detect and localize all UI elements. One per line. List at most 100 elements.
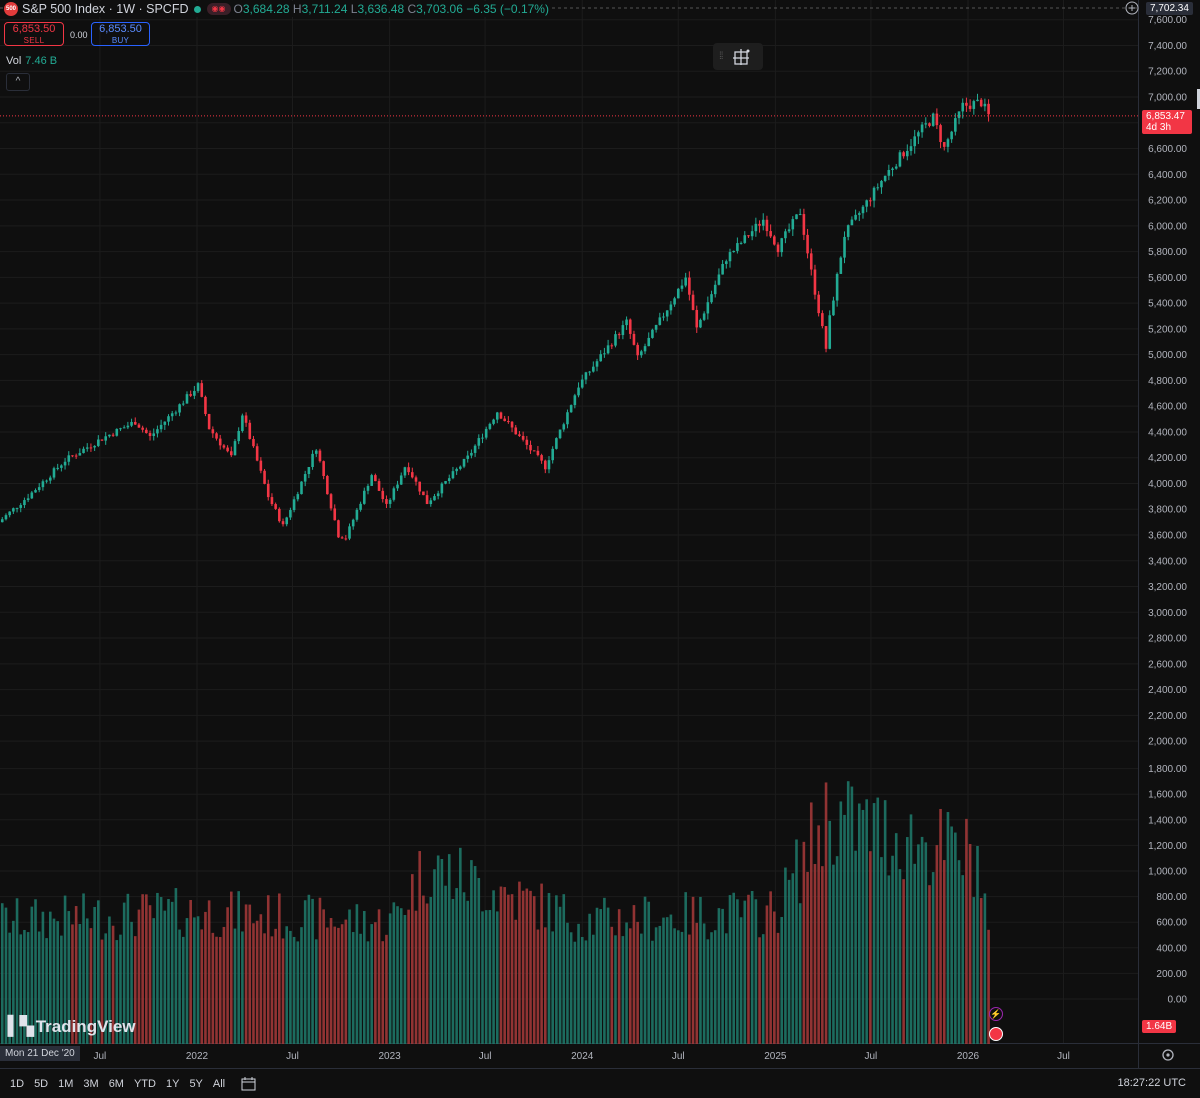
symbol-title[interactable]: S&P 500 Index · 1W · SPCFD xyxy=(22,2,189,16)
volume-bar xyxy=(333,926,337,1044)
candle-body xyxy=(100,439,104,441)
volume-bar xyxy=(292,936,296,1044)
candle-body xyxy=(19,505,23,508)
price-tick-label: 7,000.00 xyxy=(1148,93,1187,104)
gear-icon[interactable] xyxy=(1162,1049,1174,1061)
volume-tick-label: 1,000.00 xyxy=(1148,867,1187,878)
candle-body xyxy=(111,434,115,436)
volume-bar xyxy=(303,900,307,1044)
volume-bar xyxy=(577,923,580,1044)
volume-bar xyxy=(322,909,325,1044)
volume-bar xyxy=(414,910,418,1044)
volume-bar xyxy=(942,860,946,1044)
collapse-legend-button[interactable]: ^ xyxy=(6,73,30,91)
volume-bar xyxy=(894,833,898,1044)
candle-body xyxy=(651,329,654,338)
sell-button[interactable]: 6,853.50 SELL xyxy=(4,22,64,46)
volume-bar xyxy=(795,839,798,1044)
volume-bar xyxy=(181,936,185,1044)
price-tick-label: 4,800.00 xyxy=(1148,376,1187,387)
buy-button[interactable]: 6,853.50 BUY xyxy=(91,22,150,46)
volume-bar xyxy=(255,920,259,1044)
candle-body xyxy=(444,481,447,484)
volume-bar xyxy=(200,929,204,1044)
candle-body xyxy=(259,460,263,471)
add-alert-plus-icon[interactable] xyxy=(1125,1,1139,15)
candle-body xyxy=(765,219,769,232)
candle-body xyxy=(440,483,444,494)
candle-body xyxy=(270,497,274,505)
candle-body xyxy=(0,519,4,523)
volume-bar xyxy=(625,922,628,1044)
spread-value: 0.00 xyxy=(70,30,88,40)
volume-bar xyxy=(8,932,11,1044)
volume-bar xyxy=(15,898,19,1044)
candle-body xyxy=(954,118,957,132)
candle-body xyxy=(370,475,373,486)
volume-bar xyxy=(806,871,809,1044)
candle-body xyxy=(311,453,314,467)
volume-bar xyxy=(761,934,765,1044)
candle-body xyxy=(769,231,772,237)
us-flag-event-icon[interactable] xyxy=(989,1027,1003,1041)
volume-bar xyxy=(226,907,229,1044)
tradingview-mark-icon: ▍▚ xyxy=(8,1016,34,1036)
candle-body xyxy=(717,274,721,285)
crosshair-select-icon[interactable] xyxy=(732,48,751,66)
candle-body xyxy=(835,273,839,301)
range-button-6m[interactable]: 6M xyxy=(108,1077,124,1090)
range-button-1y[interactable]: 1Y xyxy=(165,1077,180,1090)
candle-body xyxy=(104,436,108,441)
candle-body xyxy=(846,225,850,237)
candle-body xyxy=(385,499,388,504)
candle-body xyxy=(459,466,462,469)
candle-body xyxy=(832,300,835,316)
candle-body xyxy=(337,520,340,538)
volume-bar xyxy=(809,802,813,1044)
range-button-5d[interactable]: 5D xyxy=(34,1077,49,1090)
candle-body xyxy=(854,214,857,220)
price-chart[interactable]: 2,000.00 2,200.00 2,400.00 2,600.00 2,800.00… xyxy=(0,0,1200,1068)
candle-body xyxy=(45,480,48,482)
volume-bar xyxy=(732,892,735,1044)
candle-body xyxy=(322,461,325,477)
candle-body xyxy=(540,455,543,461)
drag-handle-icon[interactable]: ⁞⁞ xyxy=(719,51,723,62)
volume-bar xyxy=(37,931,41,1044)
volume-bar xyxy=(429,897,433,1044)
sell-price: 6,853.50 xyxy=(12,23,56,35)
candle-body xyxy=(817,294,820,314)
candle-body xyxy=(710,294,713,303)
lightning-event-icon[interactable]: ⚡ xyxy=(989,1007,1003,1021)
range-button-5y[interactable]: 5Y xyxy=(189,1077,203,1090)
range-button-ytd[interactable]: YTD xyxy=(133,1077,156,1090)
volume-bar xyxy=(979,898,983,1044)
volume-bar xyxy=(233,928,237,1044)
tradingview-logo[interactable]: ▍▚ TradingView xyxy=(8,1016,136,1036)
candle-body xyxy=(159,424,163,430)
floating-toolbar[interactable]: ⁞⁞ xyxy=(713,43,763,70)
range-button-1d[interactable]: 1D xyxy=(10,1077,25,1090)
range-button-3m[interactable]: 3M xyxy=(83,1077,99,1090)
scroll-handle[interactable] xyxy=(1197,89,1200,109)
utc-clock[interactable]: 18:27:22 UTC xyxy=(1117,1077,1186,1089)
price-tick-label: 3,000.00 xyxy=(1148,608,1187,619)
candle-body xyxy=(145,429,148,434)
candle-body xyxy=(562,424,566,430)
candle-body xyxy=(525,439,529,445)
visibility-eye-icon[interactable]: ◉◉ xyxy=(206,3,231,15)
date-range-icon[interactable] xyxy=(241,1076,257,1091)
candle-body xyxy=(787,229,791,232)
candle-body xyxy=(699,319,702,328)
range-button-1m[interactable]: 1M xyxy=(58,1077,74,1090)
time-tick-label: Jul xyxy=(479,1051,492,1062)
volume-bar xyxy=(78,923,82,1044)
candle-body xyxy=(41,481,45,488)
volume-bar xyxy=(865,799,868,1044)
volume-bar xyxy=(928,885,931,1044)
candle-body xyxy=(614,334,617,346)
volume-bar xyxy=(19,934,23,1044)
range-button-all[interactable]: All xyxy=(212,1077,226,1090)
candle-body xyxy=(813,269,817,295)
candle-body xyxy=(965,102,968,106)
